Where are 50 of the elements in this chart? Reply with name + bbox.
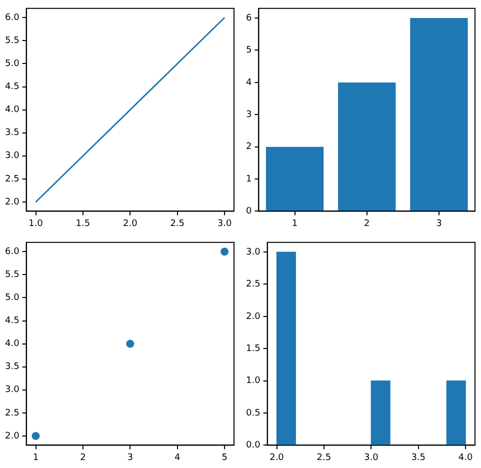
y-tick-label: 5.0 [4,293,20,304]
x-tick-label: 2 [364,218,370,229]
y-tick-label: 3.0 [246,247,261,258]
x-tick-label: 2.5 [316,452,332,463]
y-tick-label: 4 [246,78,252,88]
y-tick-label: 2.0 [246,312,261,322]
y-tick-label: 3 [246,110,252,120]
y-tick-label: 5.5 [4,36,20,46]
y-tick-label: 5 [246,46,252,56]
y-tick-label: 6.0 [4,12,20,23]
x-tick-label: 5 [222,452,228,463]
y-tick-label: 0 [246,206,252,217]
y-tick-label: 4.5 [4,316,20,326]
x-tick-label: 1.5 [76,218,90,229]
x-tick-label: 3.0 [217,218,232,229]
y-tick-label: 2.5 [4,408,20,418]
y-tick-label: 1.5 [246,344,260,354]
x-tick-label: 3 [436,218,442,229]
y-tick-label: 0.0 [246,440,261,451]
y-tick-label: 2.0 [4,431,20,442]
y-tick-label: 4.5 [4,82,20,92]
y-tick-label: 2 [246,142,252,152]
x-tick-label: 4.0 [458,452,473,463]
y-tick-label: 4.0 [4,105,20,116]
x-tick-label: 2.0 [122,218,138,229]
y-tick-label: 2.5 [4,174,20,184]
y-tick-label: 1.0 [246,376,261,386]
y-tick-label: 3.0 [4,151,20,162]
y-tick-label: 6 [246,13,252,24]
y-tick-label: 4.0 [4,339,20,350]
y-tick-label: 5.0 [4,59,20,70]
y-tick-label: 1 [246,174,252,184]
x-tick-label: 3.0 [364,452,379,463]
y-tick-label: 5.5 [4,270,20,280]
y-tick-label: 6.0 [4,246,20,257]
x-tick-label: 3.5 [411,452,426,463]
y-tick-label: 0.5 [246,408,260,418]
y-tick-label: 2.0 [4,197,20,208]
x-tick-label: 4 [174,452,180,463]
x-tick-label: 3 [127,452,134,463]
x-tick-label: 1 [32,452,39,463]
x-tick-label: 1.0 [28,218,44,229]
x-tick-label: 2.0 [270,452,284,463]
x-tick-label: 1 [292,218,298,229]
y-tick-label: 3.5 [4,362,20,372]
x-tick-label: 2 [80,452,86,463]
y-tick-label: 2.5 [246,280,260,290]
y-tick-label: 3.5 [4,128,20,138]
x-tick-label: 2.5 [170,218,185,229]
y-tick-label: 3.0 [4,385,20,396]
